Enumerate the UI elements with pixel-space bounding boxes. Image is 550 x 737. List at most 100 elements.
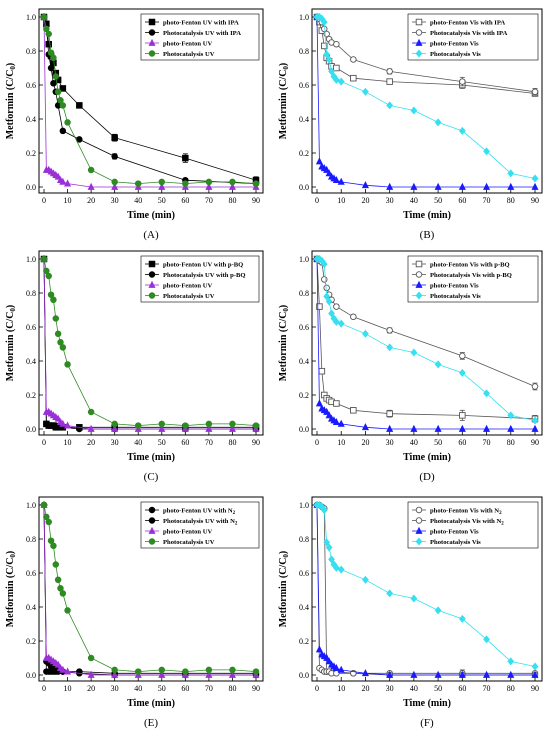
data-point (134, 422, 142, 429)
y-tick-label: 0.6 (299, 569, 309, 578)
data-point (87, 670, 95, 678)
data-point (325, 55, 333, 64)
x-tick-label: 70 (483, 438, 491, 447)
legend-entry: photo-Fenton UV (163, 529, 213, 536)
x-tick-label: 70 (483, 196, 491, 205)
data-point (54, 660, 62, 668)
data-point (205, 178, 213, 186)
x-tick-label: 70 (205, 684, 213, 693)
x-tick-label: 20 (361, 684, 369, 693)
data-point (483, 147, 490, 156)
y-tick-label: 1.0 (299, 255, 309, 264)
x-axis-label: Time (min) (403, 452, 451, 463)
x-tick-label: 50 (158, 684, 166, 693)
series-4 (40, 501, 260, 675)
data-point (315, 157, 323, 165)
data-point (111, 420, 118, 428)
data-point (531, 662, 539, 671)
x-tick-label: 30 (386, 196, 394, 205)
legend-entry: Photocatalysis Vis with N2 (430, 518, 504, 527)
data-point (87, 182, 95, 190)
data-point (40, 501, 48, 509)
x-tick-label: 20 (361, 438, 369, 447)
x-tick-label: 10 (64, 196, 72, 205)
data-point (252, 668, 260, 675)
data-point (483, 389, 490, 398)
legend-entry: Photocatalysis UV with p-BQ (163, 272, 246, 279)
data-point (337, 177, 345, 185)
y-axis-label: Metformin (C/C0) (278, 551, 290, 628)
data-point (323, 653, 331, 661)
x-tick-label: 40 (134, 196, 142, 205)
data-point (182, 180, 189, 187)
legend-box (140, 255, 260, 303)
x-tick-label: 30 (111, 684, 119, 693)
y-tick-label: 1.0 (299, 501, 309, 510)
y-axis-label-close: ) (5, 305, 16, 308)
x-tick-label: 0 (42, 438, 46, 447)
y-axis-label-text: Metformin (C/C (278, 312, 289, 382)
data-point (64, 421, 72, 429)
data-point (182, 668, 189, 675)
data-point (386, 424, 394, 432)
data-point (316, 303, 323, 310)
chart-panel-1: 0 10 20 30 40 50 60 70 80 90 0.0 0.2 0.4 0.6 0.8 1.0 Tim… (5, 8, 264, 241)
data-point (386, 101, 394, 110)
legend-swatch-marker (415, 18, 423, 26)
data-point (54, 330, 62, 338)
data-point (76, 136, 83, 143)
legend-swatch-marker (148, 18, 156, 26)
y-tick-label: 0.8 (26, 47, 36, 56)
legend-entry-text: Photocatalysis Vis (430, 293, 481, 300)
legend-entry-text: Photocatalysis UV with p-BQ (163, 272, 246, 279)
data-point (134, 180, 142, 187)
y-axis-label-text: Metformin (C/C (5, 558, 16, 628)
y-axis-label: Metformin (C/C0) (5, 63, 17, 140)
x-tick-label: 50 (158, 196, 166, 205)
data-point (229, 666, 236, 674)
data-point (47, 49, 55, 56)
data-point (531, 416, 539, 425)
data-point (87, 408, 95, 416)
data-point (328, 309, 335, 318)
legend-swatch-marker (415, 280, 423, 288)
chart-panel-3: 0 10 20 30 40 50 60 70 80 90 0.0 0.2 0.4 0.6 0.8 1.0 Tim… (5, 250, 264, 483)
data-point (332, 417, 340, 426)
data-point (320, 506, 328, 515)
x-tick-label: 50 (434, 196, 442, 205)
data-point (59, 177, 67, 185)
legend-swatch-marker (148, 292, 156, 299)
y-axis-label-close: ) (5, 551, 16, 554)
legend-swatch-marker (415, 517, 423, 524)
plot-frame (311, 250, 543, 436)
data-point (386, 68, 393, 75)
y-axis-label: Metformin (C/C0) (278, 63, 290, 140)
data-point (507, 657, 515, 666)
x-tick-label: 80 (228, 196, 236, 205)
legend-entry-text: Photocatalysis UV (163, 51, 215, 58)
data-point (182, 154, 189, 162)
data-point (386, 343, 394, 352)
x-tick-label: 80 (228, 438, 236, 447)
chart-panel-4: 0 10 20 30 40 50 60 70 80 90 0.0 0.2 0.4 0.6 0.8 1.0 Tim… (278, 250, 543, 483)
plot-frame (311, 8, 543, 194)
data-point (459, 352, 466, 360)
data-point (59, 85, 67, 92)
data-point (434, 670, 442, 678)
legend-entry: photo-Fenton Vis (430, 283, 479, 290)
data-point (40, 13, 48, 21)
data-point (386, 589, 394, 598)
legend-box (407, 13, 539, 61)
data-point (315, 645, 323, 653)
data-point (64, 179, 72, 187)
legend-swatch-marker (148, 271, 156, 278)
data-point (337, 77, 345, 86)
y-tick-label: 0.8 (299, 535, 309, 544)
y-axis-label-text: Metformin (C/C (5, 70, 16, 140)
legend: photo-Fenton Vis with p-BQ Photocatalysis… (407, 255, 539, 303)
legend-entry: photo-Fenton UV with IPA (163, 20, 239, 27)
data-point (350, 313, 357, 321)
data-point (386, 410, 393, 417)
legend-entry-text: Photocatalysis UV (163, 539, 215, 546)
